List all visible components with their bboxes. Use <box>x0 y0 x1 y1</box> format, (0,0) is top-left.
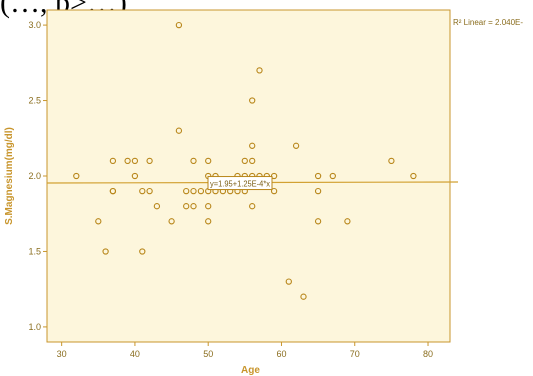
data-point <box>109 157 117 165</box>
data-point <box>249 157 256 165</box>
data-point <box>190 187 197 195</box>
data-point <box>146 187 153 195</box>
data-point <box>153 203 161 210</box>
y-tick-label: 2.5 <box>28 96 41 106</box>
equation-box <box>207 176 273 191</box>
x-tick-label: 60 <box>276 349 286 359</box>
y-tick-label: 1.0 <box>28 322 41 332</box>
data-points <box>73 21 417 300</box>
data-point <box>205 203 212 210</box>
x-axis-label: Age <box>241 365 260 376</box>
plot-area <box>46 9 451 343</box>
data-point <box>205 218 212 225</box>
data-point <box>73 172 80 180</box>
y-axis-ticks: 1.0 1.5 2.0 2.5 3.0 <box>28 20 47 332</box>
data-point <box>146 157 153 165</box>
data-point <box>270 187 278 195</box>
data-point <box>95 218 102 225</box>
data-point <box>292 142 300 149</box>
data-point <box>168 218 175 225</box>
x-axis-ticks: 30 40 50 60 70 80 <box>57 342 433 359</box>
data-point <box>388 157 395 165</box>
data-point <box>175 21 183 29</box>
data-point <box>175 127 183 134</box>
data-point <box>190 203 197 210</box>
data-point <box>329 172 336 180</box>
data-point <box>139 248 146 255</box>
data-point <box>256 67 263 74</box>
data-point <box>300 293 307 300</box>
data-point <box>314 172 322 180</box>
data-point <box>285 278 292 285</box>
x-tick-label: 50 <box>203 349 213 359</box>
data-point <box>205 157 212 165</box>
data-point <box>190 157 197 165</box>
data-point <box>197 187 205 195</box>
data-point <box>270 172 278 180</box>
data-point <box>109 187 117 195</box>
data-point <box>183 187 190 195</box>
data-point <box>131 157 139 165</box>
x-tick-label: 30 <box>57 349 67 359</box>
r2-label: R² Linear = 2.040E- <box>453 18 523 27</box>
equation-label: y=1.95+1.25E-4*x <box>210 180 270 189</box>
data-point <box>183 203 190 210</box>
data-point <box>241 157 248 165</box>
data-point <box>139 187 146 195</box>
x-tick-label: 70 <box>350 349 360 359</box>
y-tick-label: 1.5 <box>28 246 41 256</box>
y-tick-label: 3.0 <box>28 20 41 30</box>
data-point <box>249 203 256 210</box>
y-tick-label: 2.0 <box>28 171 41 181</box>
data-point <box>314 218 322 225</box>
data-point <box>249 97 256 104</box>
data-point <box>344 218 351 225</box>
data-point <box>410 172 417 180</box>
data-point <box>249 142 256 149</box>
x-tick-label: 80 <box>423 349 433 359</box>
data-point <box>102 248 109 255</box>
data-point <box>314 187 322 195</box>
data-point <box>131 172 139 180</box>
data-point <box>124 157 131 165</box>
x-tick-label: 40 <box>130 349 140 359</box>
y-axis-label: S.Magnesium(mg/dl) <box>4 127 15 225</box>
